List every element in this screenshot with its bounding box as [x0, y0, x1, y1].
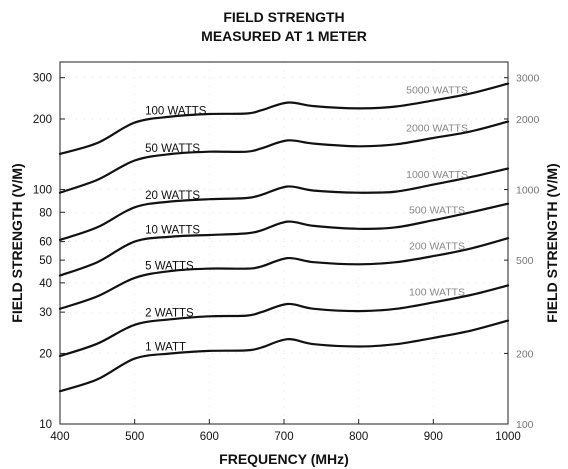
y-tick-label: 200	[33, 114, 52, 126]
series-label-right-5000-watts: 5000 WATTS	[406, 85, 468, 97]
series-labels: 100 WATTS 5000 WATTS 50 WATTS 2000 WATTS 20 …	[145, 85, 468, 354]
axis-ticks: 400 500 600 700 800 900 1000 10 20 30 40 50 60 80 100 2…	[33, 73, 540, 443]
series-label-20-watts: 20 WATTS	[145, 190, 200, 202]
chart-title-line-2: MEASURED AT 1 METER	[201, 28, 367, 44]
y-tick-label: 20	[39, 348, 52, 360]
x-tick-label: 800	[349, 431, 368, 443]
y-tick-label: 100	[33, 185, 52, 197]
series-label-1-watt: 1 WATT	[145, 342, 186, 354]
y-tick-label: 80	[39, 207, 52, 219]
series-label-5-watts: 5 WATTS	[145, 260, 194, 272]
y-tick-label: 30	[39, 307, 52, 319]
series-label-2-watts: 2 WATTS	[145, 308, 194, 320]
y-right-tick-label: 3000	[516, 73, 540, 85]
x-tick-label: 1000	[495, 431, 521, 443]
y-tick-label: 300	[33, 73, 52, 85]
y-right-tick-label: 100	[516, 419, 534, 431]
y-tick-label: 50	[39, 255, 52, 267]
y-right-tick-label: 500	[516, 255, 534, 267]
y-right-tick-label: 200	[516, 348, 534, 360]
x-tick-label: 500	[125, 431, 144, 443]
x-tick-label: 700	[274, 431, 293, 443]
y-tick-label: 10	[39, 419, 52, 431]
series-label-10-watts: 10 WATTS	[145, 225, 200, 237]
series-label-right-1000-watts: 1000 WATTS	[406, 169, 468, 181]
series-label-right-200-watts: 200 WATTS	[409, 240, 465, 252]
chart-title-line-1: FIELD STRENGTH	[223, 9, 344, 25]
y-axis-label-left: FIELD STRENGTH (V/M)	[9, 163, 25, 322]
y-axis-label-right: FIELD STRENGTH (V/M)	[544, 163, 560, 322]
series-line-100-watts	[58, 82, 510, 155]
series-line-2-watts	[58, 284, 510, 358]
x-axis-label: FREQUENCY (MHz)	[219, 451, 349, 467]
series-label-right-2000-watts: 2000 WATTS	[406, 122, 468, 134]
y-right-tick-label: 1000	[516, 185, 540, 197]
data-series	[58, 82, 510, 393]
y-right-tick-label: 2000	[516, 114, 540, 126]
series-line-5-watts	[58, 237, 510, 310]
series-label-right-500-watts: 500 WATTS	[409, 204, 465, 216]
series-line-20-watts	[58, 167, 510, 241]
series-line-50-watts	[58, 120, 510, 194]
series-line-10-watts	[58, 202, 510, 277]
x-tick-label: 600	[200, 431, 219, 443]
series-line-1-watt	[58, 319, 510, 393]
x-tick-label: 900	[424, 431, 443, 443]
series-label-50-watts: 50 WATTS	[145, 143, 200, 155]
series-label-right-100-watts: 100 WATTS	[409, 287, 465, 299]
x-tick-label: 400	[50, 431, 69, 443]
y-tick-label: 60	[39, 237, 52, 249]
y-tick-label: 40	[39, 278, 52, 290]
series-label-100-watts: 100 WATTS	[145, 105, 207, 117]
